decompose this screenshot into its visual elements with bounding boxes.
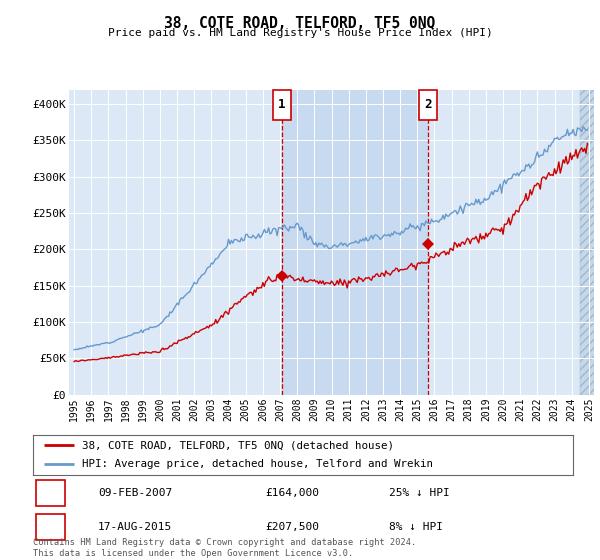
Text: 38, COTE ROAD, TELFORD, TF5 0NQ (detached house): 38, COTE ROAD, TELFORD, TF5 0NQ (detache… xyxy=(82,441,394,450)
Text: 25% ↓ HPI: 25% ↓ HPI xyxy=(389,488,450,498)
Text: 38, COTE ROAD, TELFORD, TF5 0NQ: 38, COTE ROAD, TELFORD, TF5 0NQ xyxy=(164,16,436,31)
Text: Contains HM Land Registry data © Crown copyright and database right 2024.
This d: Contains HM Land Registry data © Crown c… xyxy=(33,538,416,558)
Text: 8% ↓ HPI: 8% ↓ HPI xyxy=(389,522,443,531)
FancyBboxPatch shape xyxy=(36,480,65,506)
Text: Price paid vs. HM Land Registry's House Price Index (HPI): Price paid vs. HM Land Registry's House … xyxy=(107,28,493,38)
Text: £164,000: £164,000 xyxy=(265,488,319,498)
FancyBboxPatch shape xyxy=(419,90,437,120)
Text: 1: 1 xyxy=(278,99,286,111)
Text: 09-FEB-2007: 09-FEB-2007 xyxy=(98,488,172,498)
Text: 2: 2 xyxy=(47,520,54,533)
Bar xyxy=(580,90,600,395)
FancyBboxPatch shape xyxy=(36,514,65,540)
Text: HPI: Average price, detached house, Telford and Wrekin: HPI: Average price, detached house, Telf… xyxy=(82,459,433,469)
FancyBboxPatch shape xyxy=(272,90,291,120)
Text: 2: 2 xyxy=(424,99,431,111)
Bar xyxy=(282,90,428,395)
Text: £207,500: £207,500 xyxy=(265,522,319,531)
Text: 1: 1 xyxy=(47,487,54,500)
Text: 17-AUG-2015: 17-AUG-2015 xyxy=(98,522,172,531)
